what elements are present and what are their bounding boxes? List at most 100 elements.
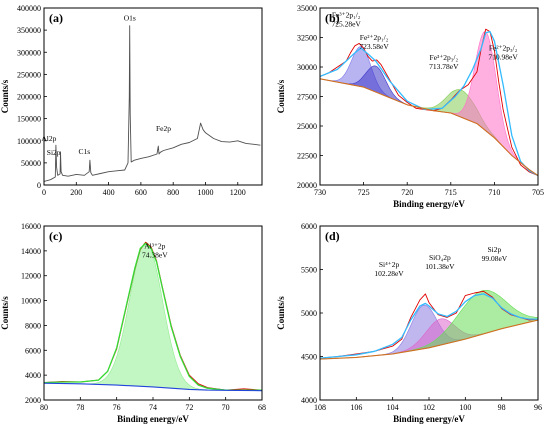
peak-annotation: 74.38eV bbox=[142, 250, 168, 259]
series-line bbox=[44, 242, 262, 391]
y-tick-label: 150000 bbox=[17, 115, 41, 124]
x-axis-label: Binding energy/eV bbox=[117, 414, 189, 424]
peak-annotation: 725.28eV bbox=[331, 19, 361, 28]
y-tick-label: 27500 bbox=[297, 93, 317, 102]
y-tick-label: 400000 bbox=[17, 4, 41, 13]
x-tick-label: 72 bbox=[185, 403, 193, 412]
y-tick-label: 6000 bbox=[25, 346, 41, 355]
y-axis-label: Counts/s bbox=[276, 79, 286, 113]
series-line bbox=[320, 319, 538, 360]
peak-annotation: 99.08eV bbox=[482, 254, 508, 263]
peak-annotation: Si2p bbox=[488, 245, 502, 254]
panel-d-si2p-spectrum: 108 106 104 102 100 98 96 4000 4500 5000 5500 6000 B… bbox=[276, 222, 542, 424]
y-tick-label: 300000 bbox=[17, 48, 41, 57]
plot-frame bbox=[43, 7, 263, 186]
panel-label: (d) bbox=[325, 229, 340, 243]
x-tick-label: 715 bbox=[445, 188, 457, 197]
panel-b-fe2p-spectrum: 730 725 720 715 710 705 20000 22500 25000 27500 30… bbox=[276, 4, 544, 209]
y-tick-label: 32500 bbox=[297, 34, 317, 43]
x-tick-label: 98 bbox=[498, 403, 506, 412]
x-tick-label: 600 bbox=[135, 188, 147, 197]
x-tick-label: 1200 bbox=[230, 188, 246, 197]
x-axis-label: Binding energy/eV bbox=[393, 199, 465, 209]
panel-label: (a) bbox=[49, 11, 63, 25]
x-tick-label: 70 bbox=[222, 403, 230, 412]
peak-annotation: 713.78eV bbox=[429, 62, 459, 71]
y-tick-label: 25000 bbox=[297, 122, 317, 131]
series-line bbox=[44, 382, 262, 392]
x-tick-label: 76 bbox=[113, 403, 121, 412]
peak-annotation: Fe2p bbox=[156, 124, 171, 133]
panel-label: (c) bbox=[49, 229, 62, 243]
x-tick-label: 102 bbox=[423, 403, 435, 412]
peak-annotation: Al³⁺2p bbox=[144, 241, 165, 250]
series-line bbox=[44, 25, 261, 182]
fit-peak bbox=[320, 78, 538, 176]
peak-annotation: Si2p bbox=[47, 148, 61, 157]
x-tick-label: 68 bbox=[258, 403, 266, 412]
peak-annotation: Al2p bbox=[41, 134, 56, 143]
x-tick-label: 800 bbox=[167, 188, 179, 197]
y-axis-label: Counts/s bbox=[276, 296, 286, 330]
x-tick-label: 400 bbox=[103, 188, 115, 197]
series-line bbox=[320, 78, 538, 177]
x-tick-label: 200 bbox=[70, 188, 82, 197]
fit-peak bbox=[44, 242, 262, 391]
y-tick-label: 4500 bbox=[301, 353, 317, 362]
y-tick-label: 0 bbox=[37, 181, 41, 190]
series-line bbox=[320, 293, 538, 359]
panel-a-survey-spectrum: 0 200 400 600 800 1000 1200 0 50000 100000 150000 2… bbox=[0, 4, 263, 197]
peak-annotation: Fe²⁺2p₃/₂ bbox=[489, 43, 518, 52]
y-tick-label: 5000 bbox=[301, 309, 317, 318]
x-tick-label: 710 bbox=[488, 188, 500, 197]
peak-annotation: 723.58eV bbox=[359, 42, 389, 51]
y-tick-label: 250000 bbox=[17, 70, 41, 79]
peak-annotation: Si⁴⁺2p bbox=[379, 260, 400, 269]
y-tick-label: 4000 bbox=[301, 396, 317, 405]
x-tick-label: 1000 bbox=[197, 188, 213, 197]
y-tick-label: 10000 bbox=[21, 297, 41, 306]
peak-annotation: 710.98eV bbox=[488, 52, 518, 61]
y-tick-label: 4000 bbox=[25, 371, 41, 380]
y-tick-label: 16000 bbox=[21, 222, 41, 231]
plot-area bbox=[320, 28, 538, 177]
y-tick-label: 8000 bbox=[25, 321, 41, 330]
x-tick-label: 720 bbox=[401, 188, 413, 197]
panel-c-al2p-spectrum: 80 78 76 74 72 70 68 2000 4000 6000 8000 10000 12000… bbox=[0, 222, 266, 424]
y-tick-label: 22500 bbox=[297, 152, 317, 161]
x-tick-label: 96 bbox=[534, 403, 542, 412]
peak-annotation: SiO₄2p bbox=[429, 253, 451, 262]
peak-annotation: O1s bbox=[124, 13, 136, 22]
x-tick-label: 108 bbox=[314, 403, 326, 412]
panel-label: (b) bbox=[325, 11, 340, 25]
x-tick-label: 104 bbox=[387, 403, 399, 412]
y-axis-label: Counts/s bbox=[0, 79, 10, 113]
x-tick-label: 80 bbox=[40, 403, 48, 412]
plot-area bbox=[320, 289, 538, 360]
y-tick-label: 5500 bbox=[301, 266, 317, 275]
x-tick-label: 730 bbox=[314, 188, 326, 197]
x-tick-label: 74 bbox=[149, 403, 157, 412]
y-tick-label: 30000 bbox=[297, 63, 317, 72]
peak-annotation: Fe³⁺2p₃/₂ bbox=[430, 53, 459, 62]
y-tick-label: 12000 bbox=[21, 272, 41, 281]
peak-annotation: 102.28eV bbox=[374, 269, 404, 278]
y-tick-label: 6000 bbox=[301, 222, 317, 231]
y-tick-label: 350000 bbox=[17, 26, 41, 35]
y-tick-label: 35000 bbox=[297, 4, 317, 13]
x-tick-label: 705 bbox=[532, 188, 544, 197]
series-line bbox=[320, 30, 538, 177]
peak-annotation: 101.38eV bbox=[425, 262, 455, 271]
x-tick-label: 0 bbox=[42, 188, 46, 197]
peak-annotation: C1s bbox=[79, 147, 91, 156]
x-tick-label: 78 bbox=[76, 403, 84, 412]
y-tick-label: 200000 bbox=[17, 93, 41, 102]
peak-annotation: Fe³⁺2p₁/₂ bbox=[332, 10, 361, 19]
y-tick-label: 100000 bbox=[17, 137, 41, 146]
y-tick-label: 20000 bbox=[297, 181, 317, 190]
x-tick-label: 725 bbox=[358, 188, 370, 197]
plot-area bbox=[44, 25, 261, 182]
plot-area bbox=[44, 241, 262, 392]
x-tick-label: 106 bbox=[350, 403, 362, 412]
